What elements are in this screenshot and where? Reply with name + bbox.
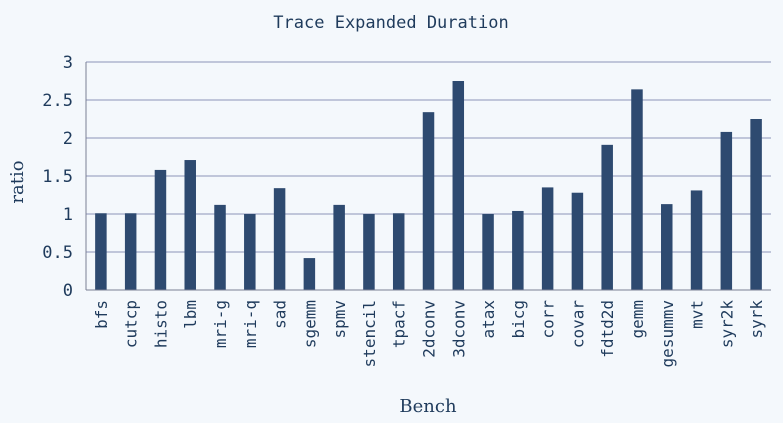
y-tick-label: 3 [63,53,73,73]
x-tick-labels: bfs cutcp histo lbm mri-g mri-q sad sgemm spmv st… [92,300,766,368]
x-tick-label: sad [271,300,290,329]
x-tick-label: sgemm [300,300,319,348]
y-tick-label: 0.5 [42,243,73,263]
x-tick-label: stencil [360,300,379,367]
bar-sgemm [303,258,316,290]
y-tick-label: 1.5 [42,167,73,187]
x-tick-label: syr2k [717,300,736,349]
x-tick-label: corr [539,300,558,339]
bar-bicg [512,210,524,290]
x-tick-label: spmv [330,300,349,339]
bar-corr [541,187,554,290]
x-tick-label: cutcp [122,300,141,348]
x-tick-label: gemm [628,300,647,339]
bar-mri-g [214,204,226,290]
bar-sad [273,188,286,290]
x-tick-label: bfs [92,300,111,329]
bar-3dconv [452,81,465,290]
x-tick-label: covar [568,300,587,349]
bar-gesummv [661,204,673,290]
bar-spmv [333,204,345,290]
bar-covar [571,192,584,290]
bar-mvt [690,190,703,290]
x-tick-label: fdtd2d [598,300,617,358]
bar-tpacf [392,213,405,290]
y-tick-labels: 0 0.5 1 1.5 2 2.5 3 [42,53,73,301]
x-tick-label: 3dconv [449,300,468,358]
bar-bfs [95,213,107,290]
bar-histo [154,169,167,290]
x-tick-label: mri-q [241,300,260,348]
x-tick-label: mvt [688,300,707,329]
bar-fdtd2d [601,144,613,290]
bar-gemm [631,89,643,290]
bar-2dconv [422,112,435,290]
y-axis-title: ratio [7,160,28,203]
y-tick-label: 0 [63,281,73,301]
x-tick-label: bicg [509,300,528,339]
bar-atax [482,214,494,290]
bars [95,81,762,290]
x-tick-label: gesummv [658,300,677,367]
x-tick-label: 2dconv [420,300,439,358]
x-tick-label: syrk [747,300,766,339]
bar-stencil [363,214,375,290]
x-tick-label: lbm [181,300,200,329]
bar-cutcp [124,213,137,290]
x-tick-label: tpacf [390,300,409,348]
bar-lbm [184,160,196,290]
y-tick-label: 2.5 [42,91,73,111]
x-tick-label: mri-g [211,300,230,348]
bar-syr2k [720,131,733,290]
bar-mri-q [244,214,256,290]
y-tick-label: 2 [63,129,73,149]
chart-title: Trace Expanded Duration [273,13,508,33]
y-tick-label: 1 [63,205,73,225]
x-tick-label: atax [479,300,498,339]
x-axis-title: Bench [399,396,457,417]
x-tick-label: histo [151,300,170,348]
bar-syrk [750,119,762,290]
